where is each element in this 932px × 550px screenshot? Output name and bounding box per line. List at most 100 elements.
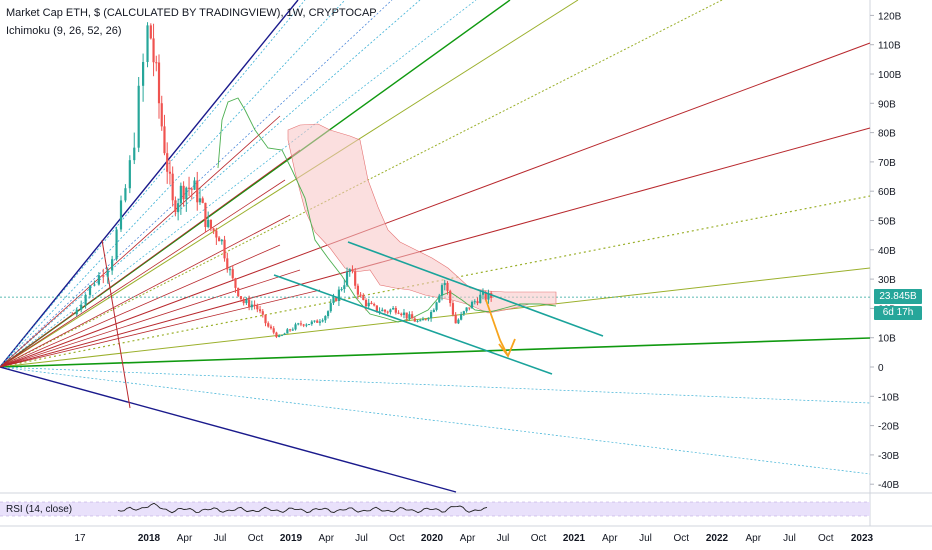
candle-body-2 — [80, 304, 83, 310]
candle-body-122 — [432, 309, 435, 312]
candle-body-140 — [481, 292, 485, 295]
chart-title: Market Cap ETH, $ (CALCULATED BY TRADING… — [6, 7, 377, 19]
candle-body-36 — [198, 198, 202, 203]
x-tick-label-17: 2022 — [706, 533, 729, 544]
y-tick-label-5: 70B — [878, 158, 896, 169]
candle-body-37 — [201, 198, 204, 203]
y-tick-label-8: 40B — [878, 246, 896, 257]
fan-line-olive-2 — [0, 267, 871, 368]
candle-body-27 — [174, 200, 177, 213]
candle-body-125 — [440, 285, 444, 296]
y-tick-label-1: 110B — [878, 41, 901, 52]
candle-body-19 — [152, 38, 155, 63]
candle-body-20 — [155, 62, 158, 64]
x-tick-label-21: 2023 — [851, 533, 874, 544]
candle-body-87 — [337, 289, 341, 301]
candle-body-11 — [119, 200, 123, 230]
x-tick-label-7: Jul — [355, 533, 368, 544]
candle-body-91 — [348, 269, 351, 273]
candle-body-56 — [253, 304, 256, 306]
candle-body-142 — [487, 293, 490, 300]
candle-body-132 — [460, 314, 463, 320]
candle-body-70 — [291, 329, 294, 331]
y-tick-label-15: -30B — [878, 451, 899, 462]
candle-body-25 — [168, 171, 172, 174]
candle-body-45 — [223, 239, 226, 259]
fan-line-dense-10 — [0, 289, 321, 368]
fan-line-dense-6 — [0, 179, 286, 368]
candle-body-71 — [294, 324, 297, 330]
candle-body-55 — [250, 304, 253, 308]
candle-body-85 — [332, 297, 335, 304]
candle-body-18 — [149, 25, 152, 39]
indicator-label[interactable]: Ichimoku (9, 26, 52, 26) — [6, 25, 122, 37]
candle-body-42 — [215, 230, 218, 238]
x-tick-label-4: Oct — [248, 533, 264, 544]
channel-upper-line — [347, 241, 604, 337]
candle-body-34 — [193, 180, 196, 190]
candle-body-35 — [196, 180, 199, 203]
candle-body-68 — [286, 329, 289, 334]
candle-body-53 — [245, 299, 248, 304]
x-tick-label-13: 2021 — [563, 533, 586, 544]
fan-line-dense-8 — [0, 244, 281, 368]
candle-body-114 — [411, 314, 414, 319]
candle-body-84 — [329, 303, 332, 312]
candle-body-31 — [185, 187, 188, 200]
candle-body-96 — [362, 294, 365, 300]
candle-body-126 — [443, 282, 446, 286]
x-tick-label-5: 2019 — [280, 533, 303, 544]
candle-body-38 — [204, 202, 207, 227]
fan-line-blue-dotted-2 — [0, 0, 477, 368]
candle-body-80 — [318, 321, 322, 323]
candle-body-141 — [484, 292, 487, 300]
candle-body-128 — [449, 290, 452, 304]
candle-body-135 — [468, 307, 471, 309]
candle-body-112 — [405, 312, 408, 319]
rsi-line — [117, 502, 488, 514]
candle-body-28 — [177, 203, 180, 213]
candle-body-92 — [351, 269, 354, 272]
channel-lower-line — [273, 274, 553, 375]
candle-body-127 — [446, 282, 449, 291]
candle-body-14 — [133, 147, 136, 161]
candle-body-58 — [258, 309, 262, 312]
candle-body-52 — [242, 299, 245, 304]
x-tick-label-14: Apr — [602, 533, 618, 544]
candle-body-115 — [413, 318, 416, 322]
candle-body-119 — [424, 319, 427, 321]
candle-body-110 — [400, 313, 403, 315]
candle-body-48 — [231, 269, 234, 279]
y-tick-label-12: 0 — [878, 363, 884, 374]
candle-body-120 — [427, 318, 430, 320]
candle-body-29 — [179, 185, 182, 204]
y-tick-label-6: 60B — [878, 187, 896, 198]
candle-body-17 — [146, 25, 149, 63]
candle-body-60 — [264, 314, 267, 324]
candle-body-73 — [299, 323, 303, 325]
candle-body-99 — [370, 302, 373, 304]
y-tick-label-3: 90B — [878, 99, 896, 110]
candle-body-39 — [207, 219, 210, 227]
candle-body-130 — [454, 314, 457, 324]
candle-body-24 — [166, 153, 169, 172]
candle-body-113 — [408, 314, 411, 319]
fan-line-olive — [0, 0, 579, 368]
candle-body-72 — [297, 323, 300, 325]
candle-body-33 — [190, 188, 193, 190]
candle-body-138 — [476, 301, 479, 304]
rsi-label[interactable]: RSI (14, close) — [6, 504, 73, 515]
x-tick-label-18: Apr — [745, 533, 761, 544]
candle-body-94 — [356, 285, 359, 295]
y-tick-label-7: 50B — [878, 217, 896, 228]
x-tick-label-19: Jul — [783, 533, 796, 544]
fan-line-dense-1 — [0, 0, 306, 368]
candle-body-51 — [239, 296, 243, 300]
fan-line-blue-lower-1 — [0, 366, 871, 404]
x-tick-label-11: Jul — [497, 533, 510, 544]
candle-body-46 — [226, 258, 229, 270]
fan-line-navy-lower — [0, 366, 457, 493]
candle-body-133 — [462, 311, 465, 315]
